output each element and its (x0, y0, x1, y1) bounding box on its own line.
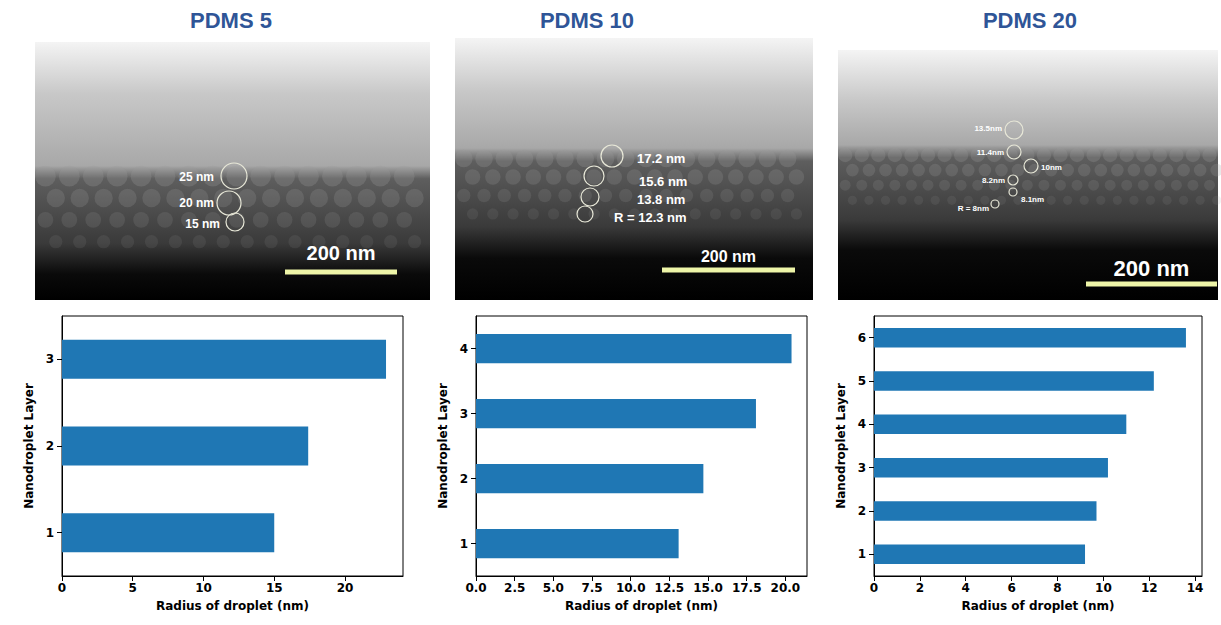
svg-text:14: 14 (1187, 581, 1204, 595)
svg-text:6: 6 (1007, 581, 1015, 595)
svg-text:10.0: 10.0 (616, 581, 646, 595)
svg-text:0: 0 (58, 581, 66, 595)
svg-text:Nanodroplet Layer: Nanodroplet Layer (436, 383, 450, 509)
svg-text:Radius of droplet (nm): Radius of droplet (nm) (565, 599, 718, 613)
svg-text:2: 2 (858, 504, 866, 518)
svg-text:15: 15 (266, 581, 283, 595)
svg-text:4: 4 (962, 581, 970, 595)
svg-text:1: 1 (46, 526, 54, 540)
html-text:PDMS 10: PDMS 10 (539, 8, 635, 33)
svg-text:10nm: 10nm (1041, 163, 1062, 172)
svg-text:20.0: 20.0 (771, 581, 801, 595)
svg-text:10: 10 (1095, 581, 1112, 595)
svg-text:6: 6 (858, 331, 866, 345)
svg-text:0.0: 0.0 (465, 581, 486, 595)
svg-text:Radius of droplet (nm): Radius of droplet (nm) (156, 599, 309, 613)
svg-text:2.5: 2.5 (504, 581, 525, 595)
svg-text:7.5: 7.5 (581, 581, 602, 595)
svg-text:11.4nm: 11.4nm (977, 148, 1004, 157)
svg-text:12: 12 (1141, 581, 1158, 595)
svg-text:2: 2 (916, 581, 924, 595)
svg-text:Radius of droplet (nm): Radius of droplet (nm) (961, 599, 1114, 613)
svg-text:3: 3 (858, 461, 866, 475)
svg-text:4: 4 (460, 342, 468, 356)
svg-text:17.2 nm: 17.2 nm (637, 151, 685, 166)
svg-text:R = 12.3 nm: R = 12.3 nm (614, 210, 687, 225)
svg-text:0: 0 (870, 581, 878, 595)
svg-text:3: 3 (46, 352, 54, 366)
svg-text:5: 5 (129, 581, 137, 595)
svg-text:200 nm: 200 nm (307, 242, 376, 264)
html-text:PDMS 20: PDMS 20 (982, 8, 1078, 33)
svg-text:12.5: 12.5 (655, 581, 685, 595)
svg-text:10: 10 (195, 581, 212, 595)
svg-text:20 nm: 20 nm (179, 196, 214, 210)
svg-text:Nanodroplet Layer: Nanodroplet Layer (22, 383, 36, 509)
svg-text:17.5: 17.5 (732, 581, 762, 595)
svg-text:Nanodroplet Layer: Nanodroplet Layer (834, 383, 848, 509)
svg-text:2: 2 (460, 472, 468, 486)
svg-text:1: 1 (460, 537, 468, 551)
svg-text:5.0: 5.0 (543, 581, 564, 595)
svg-text:200 nm: 200 nm (1114, 256, 1190, 281)
svg-text:R = 8nm: R = 8nm (958, 204, 989, 213)
html-text:PDMS 5: PDMS 5 (190, 8, 272, 33)
svg-text:2: 2 (46, 439, 54, 453)
svg-text:3: 3 (460, 407, 468, 421)
svg-text:8.1nm: 8.1nm (1021, 195, 1044, 204)
svg-text:15.6 nm: 15.6 nm (639, 174, 687, 189)
svg-text:15 nm: 15 nm (185, 217, 220, 231)
svg-text:8.2nm: 8.2nm (982, 176, 1005, 185)
svg-text:15.0: 15.0 (693, 581, 723, 595)
svg-text:1: 1 (858, 547, 866, 561)
svg-text:5: 5 (858, 374, 866, 388)
svg-text:13.5nm: 13.5nm (974, 124, 1002, 133)
svg-text:200 nm: 200 nm (701, 248, 756, 265)
svg-text:4: 4 (858, 417, 866, 431)
svg-text:13.8 nm: 13.8 nm (637, 192, 685, 207)
svg-text:8: 8 (1053, 581, 1061, 595)
svg-text:25 nm: 25 nm (179, 170, 214, 184)
svg-text:20: 20 (337, 581, 354, 595)
